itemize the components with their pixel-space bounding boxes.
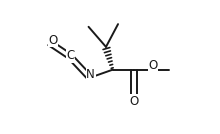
Text: O: O: [48, 34, 58, 47]
Text: N: N: [86, 68, 95, 81]
Text: O: O: [148, 59, 158, 72]
Text: C: C: [66, 49, 75, 62]
Text: O: O: [130, 95, 139, 108]
